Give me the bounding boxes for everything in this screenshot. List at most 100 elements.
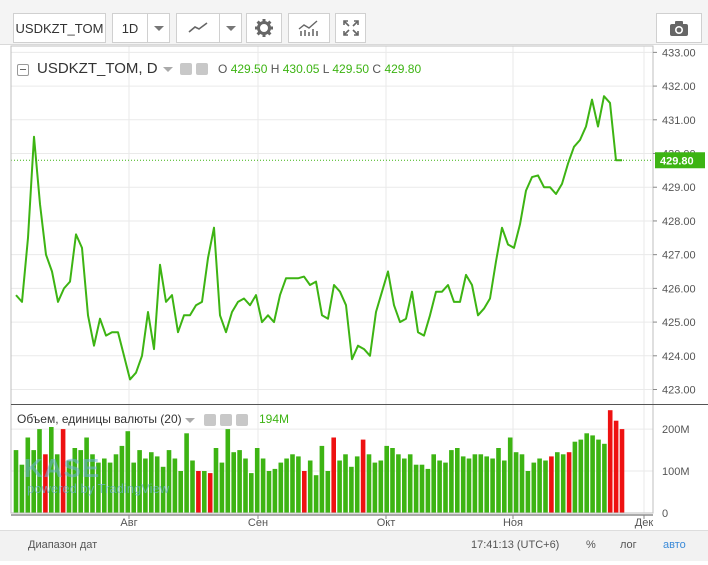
chart-style-dropdown-button[interactable]: [220, 13, 242, 43]
volume-bar: [37, 429, 42, 513]
volume-bar: [202, 471, 207, 513]
volume-bars: [13, 410, 625, 513]
volume-bar: [472, 454, 478, 513]
indicators-icon: [298, 20, 318, 36]
volume-bar: [60, 429, 66, 513]
legend-dropdown-icon[interactable]: [163, 67, 173, 72]
volume-bar: [302, 471, 307, 513]
volume-bar: [43, 454, 48, 513]
camera-icon: [670, 21, 688, 36]
volume-bar: [507, 437, 513, 513]
eye-icon[interactable]: [180, 63, 192, 75]
interval-dropdown-button[interactable]: [148, 13, 170, 43]
price-line: [15, 95, 622, 381]
clock-text: 17:41:13 (UTC+6): [471, 539, 560, 551]
chart-area[interactable]: 423.00 424.00 425.00 426.00 427.00 428.00 429.…: [0, 45, 708, 560]
price-tick-label: 432.00: [662, 81, 696, 93]
volume-bar: [425, 468, 431, 513]
gear-icon: [255, 19, 273, 37]
log-scale-button[interactable]: лог: [620, 539, 637, 551]
volume-bar: [496, 448, 501, 513]
volume-bar: [260, 458, 266, 513]
chart-axes: 423.00 424.00 425.00 426.00 427.00 428.00 429.…: [10, 45, 708, 529]
volume-bar: [154, 456, 160, 513]
volume-bar: [419, 464, 425, 513]
volume-bar: [519, 454, 525, 513]
volume-bar: [613, 420, 619, 513]
price-tick-label: 429.00: [662, 182, 696, 194]
minus-icon: [20, 69, 26, 70]
volume-bar: [243, 458, 248, 513]
volume-eye-icon[interactable]: [204, 414, 216, 426]
volume-bar: [349, 466, 354, 513]
indicators-button[interactable]: [288, 13, 330, 43]
price-chart[interactable]: 423.00 424.00 425.00 426.00 427.00 428.00 429.…: [0, 45, 708, 560]
volume-tick-label: 100M: [662, 466, 690, 478]
price-tick-label: 426.00: [662, 283, 696, 295]
percent-scale-button[interactable]: %: [586, 539, 596, 551]
snapshot-button[interactable]: [656, 13, 702, 43]
volume-bar: [19, 464, 25, 513]
volume-bar: [607, 410, 613, 513]
volume-bar: [360, 439, 366, 513]
volume-legend-dropdown-icon[interactable]: [185, 418, 195, 423]
volume-bar: [384, 445, 389, 513]
volume-bar: [578, 439, 584, 513]
volume-bar: [331, 437, 336, 513]
fullscreen-button[interactable]: [335, 13, 366, 43]
volume-bar: [560, 454, 566, 513]
volume-bar: [337, 460, 342, 513]
volume-bar: [402, 458, 407, 513]
volume-tick-label: 0: [662, 508, 668, 520]
interval-button[interactable]: 1D: [112, 13, 148, 43]
price-series: [11, 95, 653, 381]
open-label: O: [218, 62, 228, 76]
volume-bar: [231, 452, 236, 513]
volume-bar: [160, 466, 166, 513]
time-tick-label: Дек: [635, 517, 654, 529]
volume-bar: [237, 450, 242, 513]
auto-scale-button[interactable]: авто: [663, 539, 686, 551]
volume-bar: [502, 460, 507, 513]
volume-tick-label: 200M: [662, 424, 690, 436]
volume-bar: [325, 471, 331, 513]
volume-legend-label: Объем, единицы валюты (20): [17, 412, 182, 426]
collapse-legend-button[interactable]: [17, 64, 29, 76]
volume-bar: [107, 462, 113, 513]
date-range-button[interactable]: Диапазон дат: [28, 539, 98, 551]
volume-bar: [102, 458, 107, 513]
volume-bar: [525, 471, 531, 513]
volume-bar: [343, 454, 348, 513]
chart-style-button[interactable]: [176, 13, 220, 43]
volume-bar: [84, 437, 89, 513]
volume-gear-icon[interactable]: [220, 414, 232, 426]
gear-icon[interactable]: [196, 63, 208, 75]
chevron-down-icon: [153, 25, 164, 31]
price-tick-label: 433.00: [662, 47, 696, 59]
volume-bar: [249, 473, 254, 513]
volume-bar: [531, 462, 537, 513]
price-tick-label: 425.00: [662, 317, 696, 329]
price-tick-label: 424.00: [662, 351, 696, 363]
symbol-search-button[interactable]: USDKZT_TOM: [13, 13, 106, 43]
volume-bar: [543, 460, 548, 513]
volume-bar: [555, 452, 560, 513]
volume-close-icon[interactable]: [236, 414, 248, 426]
volume-bar: [31, 450, 36, 513]
line-chart-icon: [188, 22, 208, 33]
last-price-tag: [655, 152, 705, 169]
price-tick-label: 427.00: [662, 250, 696, 262]
volume-bar: [125, 431, 131, 513]
volume-bar: [113, 454, 119, 513]
volume-bar: [478, 454, 484, 513]
volume-bar: [54, 454, 60, 513]
volume-bar: [572, 441, 578, 513]
volume-bar: [49, 427, 54, 513]
volume-bar: [207, 473, 213, 513]
settings-button[interactable]: [246, 13, 282, 43]
powered-by-tradingview: powered by TradingView: [27, 481, 170, 496]
plot-frame: [10, 45, 654, 514]
open-value: 429.50: [230, 62, 268, 76]
volume-bar: [443, 462, 448, 513]
high-label: H: [270, 62, 280, 76]
